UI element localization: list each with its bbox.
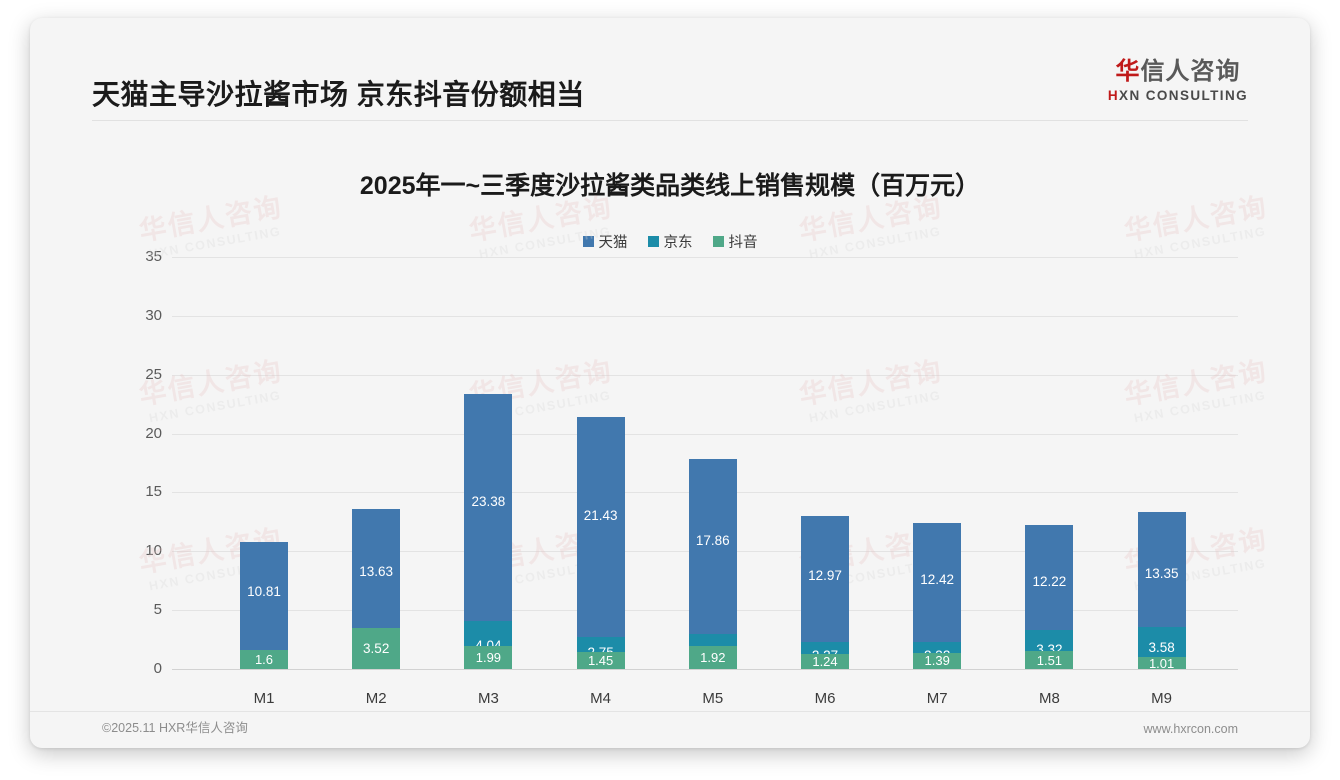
chart-card: 天猫主导沙拉酱市场 京东抖音份额相当 华信人咨询 HXN CONSULTING … <box>30 18 1310 748</box>
footer-website: www.hxrcon.com <box>1143 722 1238 736</box>
bar-segment-天猫-M1[interactable]: 10.81 <box>240 541 288 669</box>
gridline-0 <box>172 669 1238 670</box>
legend-item-2[interactable]: 抖音 <box>712 231 758 252</box>
header: 天猫主导沙拉酱市场 京东抖音份额相当 华信人咨询 HXN CONSULTING <box>30 18 1310 121</box>
logo-english-accent: H <box>1107 88 1120 103</box>
x-axis-label-M5: M5 <box>702 690 724 707</box>
logo-chinese-accent: 华 <box>1115 58 1141 85</box>
legend-swatch-icon <box>582 236 594 247</box>
bar-segment-抖音-M8[interactable]: 1.51 <box>1025 651 1074 669</box>
bar-group-M4[interactable]: 21.432.751.45 <box>576 18 625 669</box>
x-axis-label-M9: M9 <box>1151 690 1173 707</box>
x-axis-label-M3: M3 <box>477 690 499 707</box>
bar-group-M7[interactable]: 12.422.321.39 <box>913 18 962 669</box>
y-axis-tick-label: 15 <box>145 483 162 501</box>
logo-chinese-rest: 信人咨询 <box>1140 58 1241 85</box>
plot-area: 0 5 10 15 20 25 30 35 华信人咨询 HXN CONSULTING 华信人咨询 HX… <box>30 18 1310 748</box>
footer-copyright: ©2025.11 HXR华信人咨询 <box>102 721 248 735</box>
logo-chinese: 华信人咨询 <box>1108 60 1248 84</box>
bar-segment-抖音-M2[interactable]: 3.52 <box>352 627 401 669</box>
logo-english-rest: XN CONSULTING <box>1119 88 1248 103</box>
gridline-30 <box>172 315 1238 317</box>
y-axis-tick-label: 0 <box>153 660 162 677</box>
bar-group-M2[interactable]: 13.632.543.52 <box>352 18 401 669</box>
page-title: 天猫主导沙拉酱市场 京东抖音份额相当 <box>92 79 585 110</box>
y-axis-tick-label: 25 <box>145 365 162 383</box>
brand-logo: 华信人咨询 HXN CONSULTING <box>1108 60 1248 103</box>
legend-swatch-icon <box>647 236 659 247</box>
x-axis-label-M2: M2 <box>365 690 387 707</box>
bar-segment-天猫-M4[interactable]: 21.43 <box>576 416 625 669</box>
bar-segment-抖音-M7[interactable]: 1.39 <box>913 652 962 669</box>
x-axis-label-M6: M6 <box>814 690 836 707</box>
legend-item-1[interactable]: 京东 <box>647 231 693 252</box>
bar-segment-抖音-M1[interactable]: 1.6 <box>240 650 288 669</box>
x-axis-label-M7: M7 <box>926 690 948 707</box>
logo-english: HXN CONSULTING <box>1108 89 1248 103</box>
x-axis-label-M1: M1 <box>253 690 275 707</box>
header-divider <box>92 120 1248 121</box>
gridline-25 <box>172 374 1238 376</box>
y-axis-tick-label: 10 <box>145 542 162 560</box>
legend-item-0[interactable]: 天猫 <box>582 231 628 252</box>
x-axis-label-M8: M8 <box>1038 690 1060 707</box>
legend-swatch-icon <box>712 236 724 247</box>
footer-divider <box>30 711 1310 712</box>
bar-segment-抖音-M4[interactable]: 1.45 <box>576 651 625 669</box>
gridline-35 <box>172 257 1238 258</box>
bar-segment-抖音-M9[interactable]: 1.01 <box>1137 657 1186 669</box>
chart-legend: 天猫 京东 抖音 <box>30 231 1310 252</box>
bar-group-M5[interactable]: 17.8631.92 <box>688 18 737 669</box>
bar-group-M8[interactable]: 12.22 3.32 1.51 <box>1025 18 1074 669</box>
bar-segment-抖音-M5[interactable]: 1.92 <box>688 646 737 669</box>
y-axis-tick-label: 20 <box>145 424 162 442</box>
chart-title: 2025年一~三季度沙拉酱类品类线上销售规模（百万元） <box>359 172 981 200</box>
legend-label: 京东 <box>663 235 693 251</box>
x-axis-label-M4: M4 <box>590 690 612 707</box>
gridline-20 <box>172 433 1238 435</box>
y-axis-tick-label: 5 <box>153 601 162 619</box>
bar-segment-抖音-M3[interactable]: 1.99 <box>464 645 513 669</box>
bar-group-M1[interactable]: 10.811.61.6 <box>240 18 288 669</box>
bar-group-M9[interactable]: 13.35 3.58 1.01 <box>1137 18 1186 669</box>
bar-group-M3[interactable]: 23.384.041.99 <box>464 18 513 669</box>
y-axis-tick-label: 30 <box>145 306 162 324</box>
bar-segment-抖音-M6[interactable]: 1.24 <box>801 654 849 669</box>
legend-label: 抖音 <box>728 235 758 251</box>
y-axis-tick-label: 35 <box>145 248 162 265</box>
legend-label: 天猫 <box>598 235 628 251</box>
bar-group-M6[interactable]: 12.972.271.24 <box>801 18 849 669</box>
